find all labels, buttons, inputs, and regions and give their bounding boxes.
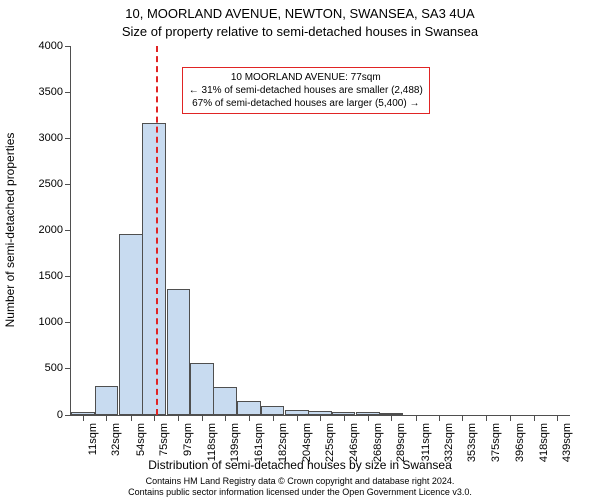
xtick-mark xyxy=(486,415,487,421)
xtick-label: 353sqm xyxy=(466,423,478,462)
ytick-label: 500 xyxy=(45,362,63,374)
histogram-bar xyxy=(213,387,237,415)
ytick-label: 0 xyxy=(57,409,63,421)
histogram-bar xyxy=(71,412,95,415)
ytick-mark xyxy=(65,46,71,47)
xtick-mark xyxy=(106,415,107,421)
xtick-label: 75sqm xyxy=(158,423,170,456)
xtick-mark xyxy=(202,415,203,421)
x-axis-label: Distribution of semi-detached houses by … xyxy=(0,458,600,472)
histogram-bar xyxy=(379,413,403,415)
ytick-mark xyxy=(65,276,71,277)
xtick-mark xyxy=(368,415,369,421)
annotation-line: 10 MOORLAND AVENUE: 77sqm xyxy=(189,71,423,84)
plot-area: 0500100015002000250030003500400011sqm32s… xyxy=(70,46,570,416)
xtick-label: 375sqm xyxy=(490,423,502,462)
footnote-line1: Contains HM Land Registry data © Crown c… xyxy=(146,476,455,486)
xtick-label: 11sqm xyxy=(87,423,99,455)
ytick-mark xyxy=(65,92,71,93)
xtick-mark xyxy=(249,415,250,421)
annotation-line: ← 31% of semi-detached houses are smalle… xyxy=(189,84,423,97)
chart-title-line1: 10, MOORLAND AVENUE, NEWTON, SWANSEA, SA… xyxy=(0,6,600,21)
xtick-mark xyxy=(225,415,226,421)
footnote-line2: Contains public sector information licen… xyxy=(128,487,472,497)
xtick-mark xyxy=(510,415,511,421)
ytick-mark xyxy=(65,230,71,231)
xtick-label: 204sqm xyxy=(301,423,313,462)
histogram-bar xyxy=(190,363,214,415)
xtick-mark xyxy=(154,415,155,421)
xtick-label: 439sqm xyxy=(561,423,573,462)
xtick-label: 396sqm xyxy=(514,423,526,462)
ytick-label: 3000 xyxy=(39,132,63,144)
histogram-bar xyxy=(332,412,356,415)
ytick-label: 1500 xyxy=(39,270,63,282)
ytick-mark xyxy=(65,138,71,139)
xtick-mark xyxy=(462,415,463,421)
histogram-bar xyxy=(285,410,309,415)
xtick-label: 311sqm xyxy=(420,423,432,461)
xtick-mark xyxy=(391,415,392,421)
footnote: Contains HM Land Registry data © Crown c… xyxy=(0,476,600,498)
xtick-mark xyxy=(439,415,440,421)
xtick-label: 161sqm xyxy=(253,423,265,462)
chart-title-line2: Size of property relative to semi-detach… xyxy=(0,24,600,39)
histogram-bar xyxy=(167,289,191,415)
ytick-mark xyxy=(65,184,71,185)
xtick-mark xyxy=(83,415,84,421)
xtick-label: 418sqm xyxy=(538,423,550,462)
xtick-label: 332sqm xyxy=(443,423,455,462)
histogram-bar xyxy=(119,234,143,415)
ytick-mark xyxy=(65,368,71,369)
chart-container: 10, MOORLAND AVENUE, NEWTON, SWANSEA, SA… xyxy=(0,0,600,500)
xtick-mark xyxy=(320,415,321,421)
xtick-label: 246sqm xyxy=(348,423,360,462)
xtick-label: 97sqm xyxy=(182,423,194,456)
ytick-mark xyxy=(65,415,71,416)
histogram-bar xyxy=(95,386,119,415)
histogram-bar xyxy=(308,411,332,415)
xtick-mark xyxy=(344,415,345,421)
histogram-bar xyxy=(142,123,166,415)
y-axis-label: Number of semi-detached properties xyxy=(3,133,17,328)
histogram-bar xyxy=(237,401,261,415)
xtick-mark xyxy=(557,415,558,421)
xtick-mark xyxy=(178,415,179,421)
xtick-mark xyxy=(416,415,417,421)
annotation-line: 67% of semi-detached houses are larger (… xyxy=(189,97,423,110)
xtick-mark xyxy=(534,415,535,421)
histogram-bar xyxy=(261,406,285,415)
xtick-mark xyxy=(131,415,132,421)
ytick-label: 1000 xyxy=(39,316,63,328)
annotation-box: 10 MOORLAND AVENUE: 77sqm← 31% of semi-d… xyxy=(182,67,430,114)
xtick-mark xyxy=(273,415,274,421)
ytick-label: 4000 xyxy=(39,40,63,52)
xtick-label: 32sqm xyxy=(110,423,122,456)
histogram-bar xyxy=(356,412,380,415)
ytick-label: 2000 xyxy=(39,224,63,236)
xtick-mark xyxy=(297,415,298,421)
xtick-label: 139sqm xyxy=(229,423,241,462)
ytick-label: 3500 xyxy=(39,86,63,98)
xtick-label: 54sqm xyxy=(135,423,147,456)
xtick-label: 268sqm xyxy=(372,423,384,462)
xtick-label: 289sqm xyxy=(395,423,407,462)
reference-marker-line xyxy=(156,46,158,415)
xtick-label: 225sqm xyxy=(324,423,336,462)
xtick-label: 118sqm xyxy=(206,423,218,461)
xtick-label: 182sqm xyxy=(277,423,289,462)
ytick-label: 2500 xyxy=(39,178,63,190)
ytick-mark xyxy=(65,322,71,323)
